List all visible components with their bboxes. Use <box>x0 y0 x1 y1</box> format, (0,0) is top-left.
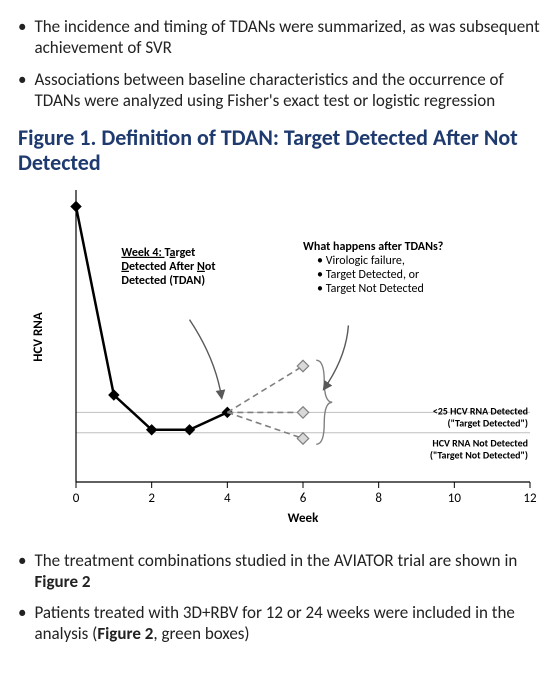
svg-text:("Target Not Detected"): ("Target Not Detected") <box>430 448 528 461</box>
svg-text:4: 4 <box>224 491 231 506</box>
svg-text:Week: Week <box>288 511 319 526</box>
svg-text:0: 0 <box>73 491 80 506</box>
svg-text:• Virologic failure,: • Virologic failure, <box>317 254 405 268</box>
svg-text:Detected (TDAN): Detected (TDAN) <box>121 273 205 287</box>
bullet-item: • The treatment combinations studied in … <box>18 550 540 593</box>
figure-title: Figure 1. Definition of TDAN: Target Det… <box>18 125 540 176</box>
bullet-text: The incidence and timing of TDANs were s… <box>34 16 540 59</box>
svg-text:("Target Detected"): ("Target Detected") <box>448 416 528 429</box>
svg-text:6: 6 <box>300 491 307 506</box>
svg-text:• Target Detected, or: • Target Detected, or <box>317 268 419 282</box>
svg-text:Week 4: Target: Week 4: Target <box>121 245 195 259</box>
bullet-dot: • <box>18 550 26 571</box>
bullet-item: • Associations between baseline characte… <box>18 69 540 112</box>
figure-1-chart: 024681012WeekHCV RNA<25 HCV RNA Detected… <box>18 182 540 542</box>
bullet-text: The treatment combinations studied in th… <box>34 550 540 593</box>
bullet-dot: • <box>18 602 26 623</box>
svg-text:10: 10 <box>448 491 462 506</box>
bullet-item: • The incidence and timing of TDANs were… <box>18 16 540 59</box>
tdan-chart-svg: 024681012WeekHCV RNA<25 HCV RNA Detected… <box>18 182 540 542</box>
bullet-dot: • <box>18 16 26 37</box>
bullet-item: • Patients treated with 3D+RBV for 12 or… <box>18 602 540 645</box>
bullet-text: Patients treated with 3D+RBV for 12 or 2… <box>34 602 540 645</box>
bullet-dot: • <box>18 69 26 90</box>
svg-text:Detected After Not: Detected After Not <box>121 259 215 273</box>
top-bullets: • The incidence and timing of TDANs were… <box>18 16 540 111</box>
svg-text:What happens after TDANs?: What happens after TDANs? <box>303 240 444 254</box>
svg-text:• Target Not Detected: • Target Not Detected <box>317 282 424 296</box>
svg-text:HCV RNA: HCV RNA <box>31 312 46 362</box>
svg-text:2: 2 <box>148 491 155 506</box>
bullet-text: Associations between baseline characteri… <box>34 69 540 112</box>
svg-text:8: 8 <box>375 491 382 506</box>
svg-text:12: 12 <box>523 491 537 506</box>
bottom-bullets: • The treatment combinations studied in … <box>18 550 540 645</box>
